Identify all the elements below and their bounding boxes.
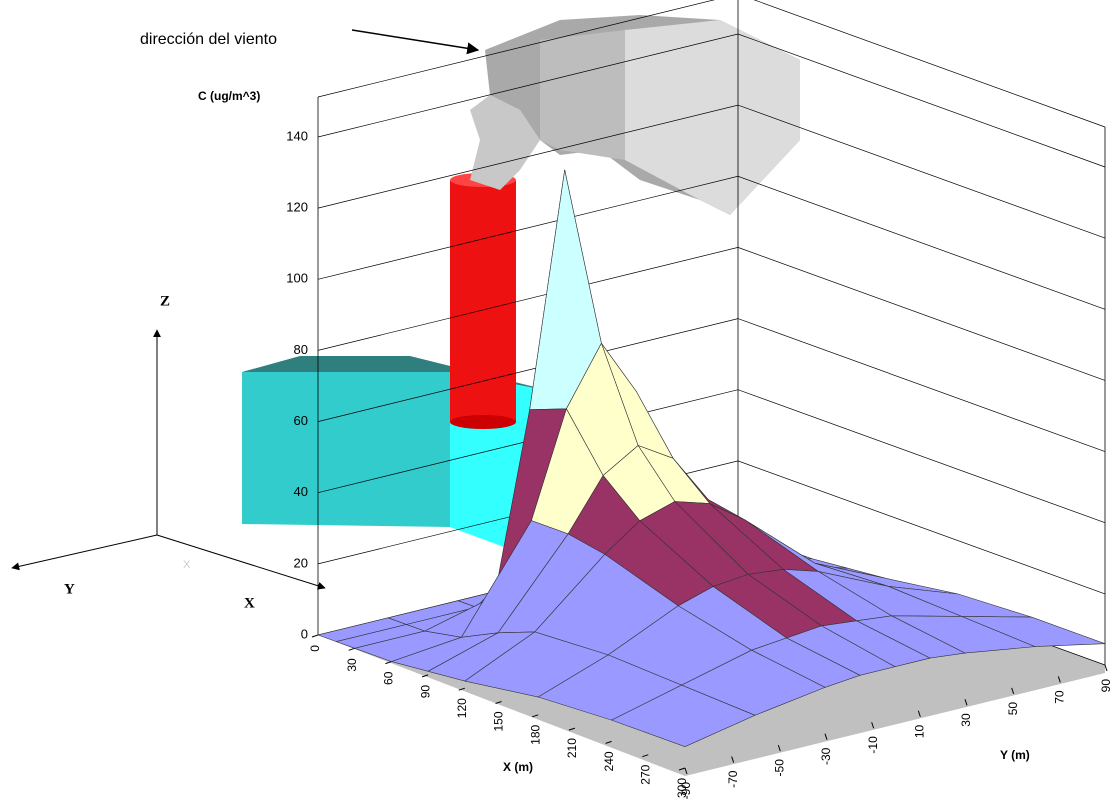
z-tick-label: 80 [294, 342, 308, 357]
x-arrow-label: X [244, 595, 255, 611]
z-tick-label: 20 [294, 555, 308, 570]
y-tick-label: -30 [819, 747, 833, 765]
z-tick-label: 40 [294, 484, 308, 499]
z-tick-label: 0 [301, 626, 308, 641]
y-tick-label: 70 [1053, 690, 1067, 704]
x-tick-label: 240 [602, 751, 616, 771]
y-tick-label: 30 [959, 713, 973, 727]
x-tick [312, 635, 318, 637]
x-tick-label: 30 [345, 658, 359, 672]
faint-label: X [183, 559, 191, 571]
y-tick-label: -50 [773, 759, 787, 777]
z-arrow-label: Z [160, 293, 170, 309]
z-axis-title: C (ug/m^3) [198, 89, 260, 103]
y-tick-label: -90 [679, 782, 693, 800]
z-tick-label: 100 [286, 271, 308, 286]
y-tick-label: -10 [866, 736, 880, 754]
y-tick-label: 90 [1099, 679, 1111, 693]
z-tick-label: 120 [286, 200, 308, 215]
annotation: dirección del viento [140, 31, 277, 48]
x-tick [349, 648, 355, 650]
smoke [470, 15, 800, 215]
x-axis-title: X (m) [503, 760, 533, 774]
y-tick-label: -70 [726, 770, 740, 788]
y-tick-label: 10 [913, 724, 927, 738]
x-tick-label: 210 [565, 738, 579, 758]
x-tick-label: 0 [308, 645, 322, 652]
chart: Z Y X X dirección del viento C (ug/m^3) … [0, 0, 1111, 803]
annotation-arrow [352, 30, 478, 50]
x-tick-label: 180 [528, 724, 542, 744]
x-tick-label: 150 [492, 711, 506, 731]
y-axis-title: Y (m) [1000, 748, 1030, 762]
x-tick-label: 120 [455, 698, 469, 718]
x-tick-label: 270 [638, 764, 652, 784]
y-tick [1105, 665, 1107, 671]
x-tick-label: 90 [418, 685, 432, 699]
grid-line [318, 247, 1105, 380]
z-tick-label: 60 [294, 413, 308, 428]
x-tick-label: 60 [382, 671, 396, 685]
y-arrow-label: Y [64, 581, 75, 597]
y-tick-label: 50 [1006, 702, 1020, 716]
chimney [450, 173, 516, 429]
z-tick-label: 140 [286, 128, 308, 143]
